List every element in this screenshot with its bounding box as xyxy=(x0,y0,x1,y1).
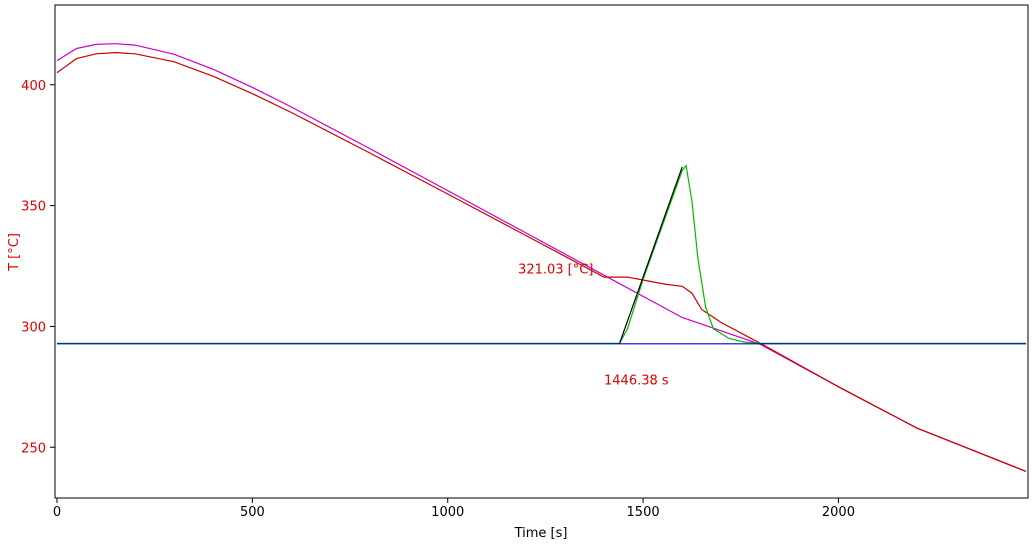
y-tick-label: 250 xyxy=(21,441,46,456)
annotation-label: 321.03 [°C] xyxy=(518,262,593,277)
x-tick-label: 0 xyxy=(53,505,61,520)
series-layer xyxy=(56,43,1027,472)
series-line-4 xyxy=(619,166,683,344)
x-axis-title: Time [s] xyxy=(514,526,568,541)
annotation-label: 1446.38 s xyxy=(604,373,669,388)
y-tick-label: 400 xyxy=(21,79,46,94)
x-tick-label: 1000 xyxy=(431,505,464,520)
x-tick-label: 500 xyxy=(240,505,265,520)
x-tick-label: 1500 xyxy=(627,505,660,520)
x-tick-label: 2000 xyxy=(822,505,855,520)
plot-frame xyxy=(54,4,1029,499)
series-line-2 xyxy=(56,51,1027,472)
y-axis-title: T [°C] xyxy=(7,233,22,272)
series-line-3 xyxy=(57,164,1026,344)
y-tick-label: 350 xyxy=(21,200,46,215)
annotation-layer: 321.03 [°C] 1446.38 s xyxy=(518,262,669,388)
x-axis: 0 500 1000 1500 2000 xyxy=(53,498,855,520)
series-line-1 xyxy=(56,43,1027,472)
y-tick-label: 300 xyxy=(21,320,46,335)
y-axis: 250 300 350 400 xyxy=(21,79,55,456)
